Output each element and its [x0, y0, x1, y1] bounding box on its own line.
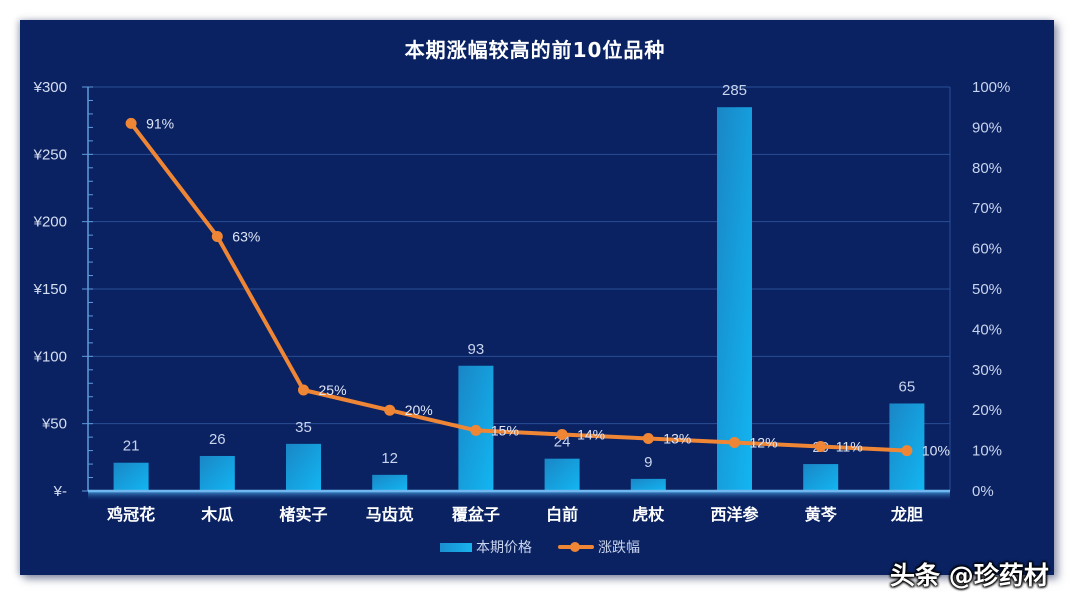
- bar-value-label: 35: [295, 419, 312, 436]
- category-label: 覆盆子: [451, 505, 500, 524]
- bar-value-label: 21: [123, 438, 140, 455]
- category-label: 西洋参: [710, 505, 759, 524]
- right-axis-tick-label: 90%: [972, 119, 1002, 136]
- category-label: 白前: [546, 505, 578, 524]
- line-value-label: 25%: [319, 382, 347, 398]
- right-axis-tick-label: 100%: [972, 79, 1010, 96]
- line-point-marker[interactable]: [125, 117, 137, 129]
- right-axis-tick-label: 40%: [972, 321, 1002, 338]
- right-axis-tick-label: 10%: [972, 443, 1002, 460]
- left-axis-tick-label: ¥100: [33, 348, 67, 365]
- bar[interactable]: [199, 455, 235, 491]
- line-point-marker[interactable]: [384, 404, 396, 416]
- legend-label-change: 涨跌幅: [598, 540, 640, 556]
- bar[interactable]: [630, 478, 666, 491]
- left-axis-tick-label: ¥-: [53, 483, 67, 500]
- line-point-marker[interactable]: [211, 230, 223, 242]
- category-label: 楮实子: [279, 505, 327, 524]
- bar[interactable]: [113, 462, 149, 491]
- x-axis-glow: [88, 491, 950, 501]
- bar[interactable]: [803, 464, 839, 491]
- left-axis-tick-label: ¥250: [33, 146, 67, 163]
- chart-legend: 本期价格 涨跌幅: [0, 537, 1080, 557]
- bar-value-label: 9: [644, 454, 652, 471]
- line-point-marker[interactable]: [556, 428, 568, 440]
- left-axis-tick-label: ¥150: [33, 281, 67, 298]
- category-label: 虎杖: [632, 505, 664, 524]
- bar-swatch-icon: [440, 542, 472, 552]
- bar[interactable]: [544, 458, 580, 491]
- line-value-label: 63%: [232, 228, 260, 244]
- watermark: 头条 @珍药材: [890, 561, 1049, 590]
- line-value-label: 10%: [922, 443, 950, 459]
- line-point-marker[interactable]: [901, 445, 913, 457]
- bar[interactable]: [372, 474, 408, 491]
- bar-value-label: 12: [381, 450, 398, 467]
- line-point-marker[interactable]: [642, 432, 654, 444]
- chart-title: 本期涨幅较高的前10位品种: [404, 38, 666, 62]
- line-value-label: 14%: [577, 426, 605, 442]
- category-label: 木瓜: [200, 505, 233, 524]
- bar[interactable]: [717, 107, 752, 491]
- change-line: [129, 122, 907, 453]
- line-point-marker[interactable]: [470, 424, 482, 436]
- right-axis-tick-label: 20%: [972, 402, 1002, 419]
- line-value-label: 12%: [750, 435, 778, 451]
- legend-item-change[interactable]: 涨跌幅: [558, 537, 640, 557]
- chart-panel: [20, 20, 1054, 575]
- line-point-marker[interactable]: [298, 384, 309, 396]
- bar-value-label: 26: [209, 431, 226, 448]
- bar[interactable]: [286, 443, 321, 491]
- legend-item-price[interactable]: 本期价格: [440, 537, 532, 557]
- line-value-label: 15%: [491, 422, 519, 438]
- category-label: 龙胆: [890, 505, 923, 524]
- category-label: 马齿苋: [366, 505, 414, 524]
- left-axis-tick-label: ¥300: [33, 79, 67, 96]
- bar-value-label: 93: [468, 341, 485, 358]
- category-label: 黄芩: [805, 505, 838, 524]
- left-axis-tick-label: ¥200: [33, 214, 67, 231]
- right-axis-tick-label: 80%: [972, 160, 1002, 177]
- left-axis-tick-label: ¥50: [41, 416, 67, 433]
- bar-value-label: 285: [722, 82, 747, 99]
- line-value-label: 11%: [836, 439, 863, 455]
- right-axis-tick-label: 30%: [972, 362, 1002, 379]
- line-point-marker[interactable]: [729, 437, 740, 449]
- legend-label-price: 本期价格: [476, 540, 532, 556]
- right-axis-tick-label: 50%: [972, 281, 1002, 298]
- line-value-label: 13%: [663, 430, 691, 446]
- right-axis-tick-label: 60%: [972, 241, 1002, 258]
- right-axis-tick-label: 70%: [972, 200, 1002, 217]
- line-point-marker[interactable]: [815, 441, 827, 453]
- line-value-label: 20%: [405, 402, 433, 418]
- line-marker-icon: [558, 542, 594, 552]
- right-axis-tick-label: 0%: [972, 483, 994, 500]
- bar-value-label: 65: [899, 378, 916, 395]
- line-value-label: 91%: [146, 115, 174, 131]
- category-label: 鸡冠花: [106, 505, 155, 524]
